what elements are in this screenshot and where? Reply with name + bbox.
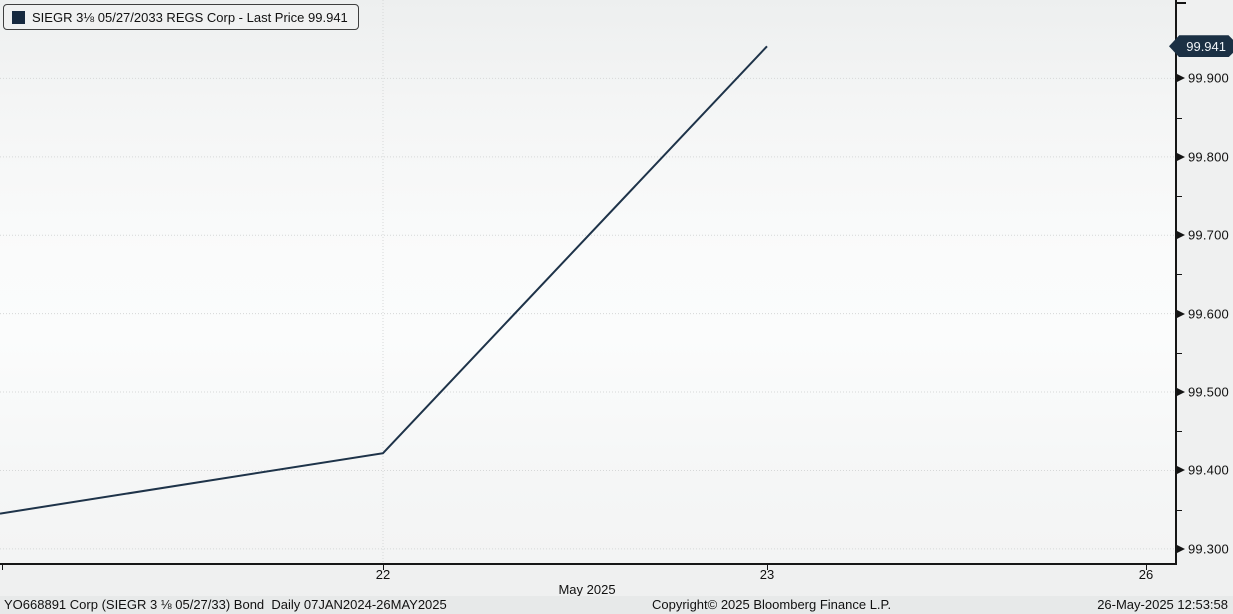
y-tick-arrow-icon — [1177, 152, 1185, 161]
y-minor-tick — [1177, 117, 1182, 119]
y-tick-label: 99.900 — [1188, 70, 1229, 86]
y-tick-label: 99.400 — [1188, 462, 1229, 478]
last-price-value: 99.941 — [1186, 38, 1226, 54]
status-timestamp: 26-May-2025 12:53:58 — [1097, 597, 1228, 612]
y-tick-arrow-icon — [1177, 309, 1185, 318]
y-minor-tick — [1177, 196, 1182, 197]
x-tick — [383, 565, 384, 570]
price-line-series — [0, 45, 768, 515]
y-minor-tick — [1177, 352, 1182, 354]
y-tick-arrow-icon — [1177, 466, 1185, 475]
y-minor-tick — [1177, 431, 1182, 433]
legend-label: SIEGR 3⅛ 05/27/2033 REGS Corp - Last Pri… — [32, 9, 348, 25]
status-copyright: Copyright© 2025 Bloomberg Finance L.P. — [652, 597, 892, 612]
series-swatch-icon — [12, 10, 25, 24]
x-axis-title: May 2025 — [558, 582, 616, 597]
chart-plot-area[interactable]: SIEGR 3⅛ 05/27/2033 REGS Corp - Last Pri… — [0, 0, 1177, 565]
x-tick-label: 22 — [375, 567, 391, 582]
last-price-badge: 99.941 — [1169, 35, 1233, 58]
x-tick-label: 23 — [759, 567, 775, 582]
y-tick-label: 99.800 — [1188, 149, 1229, 165]
y-tick-label: 99.600 — [1188, 306, 1229, 322]
y-tick-label: 99.500 — [1188, 384, 1229, 400]
x-tick-label: 26 — [1138, 567, 1154, 582]
y-minor-tick — [1177, 274, 1182, 276]
y-axis-top-tick — [1177, 2, 1186, 4]
y-tick-arrow-icon — [1177, 74, 1185, 83]
x-tick — [767, 565, 768, 570]
legend[interactable]: SIEGR 3⅛ 05/27/2033 REGS Corp - Last Pri… — [3, 4, 359, 30]
y-tick-label: 99.700 — [1188, 227, 1229, 243]
x-tick — [2, 565, 3, 570]
y-tick-arrow-icon — [1177, 544, 1185, 553]
price-chart-canvas[interactable] — [0, 0, 1175, 563]
y-tick-label: 99.300 — [1188, 541, 1229, 557]
y-tick-arrow-icon — [1177, 388, 1185, 397]
y-minor-tick — [1177, 509, 1182, 511]
y-tick-arrow-icon — [1177, 231, 1185, 240]
x-tick — [1146, 565, 1147, 570]
status-bar: YO668891 Corp (SIEGR 3 ⅛ 05/27/33) Bond … — [0, 596, 1233, 614]
status-security-info: YO668891 Corp (SIEGR 3 ⅛ 05/27/33) Bond … — [4, 597, 447, 612]
